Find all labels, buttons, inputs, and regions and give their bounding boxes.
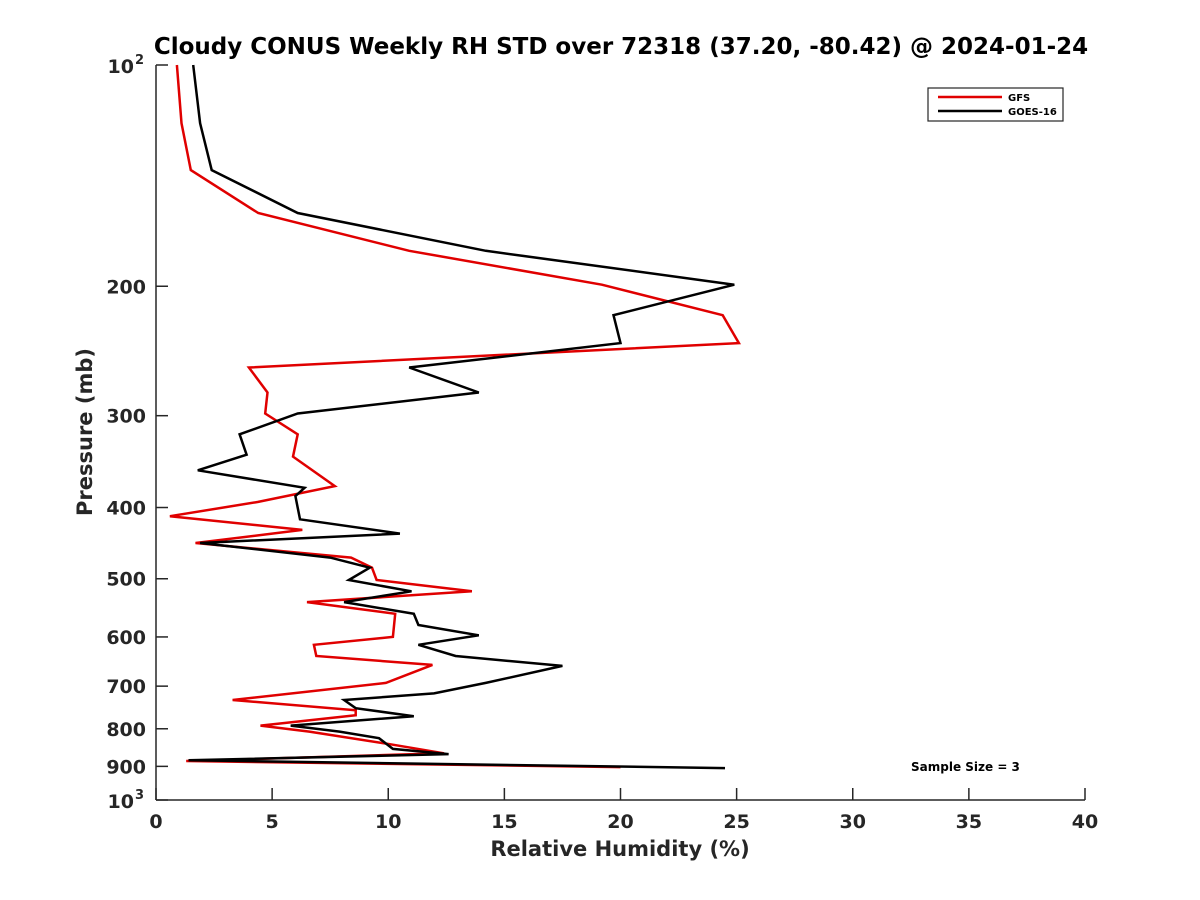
x-tick-label: 15 (491, 811, 517, 833)
x-tick-label: 25 (723, 811, 749, 833)
y-tick-label: 10 (108, 56, 134, 78)
x-axis-ticks: 0 5 10 15 20 25 30 35 40 (149, 788, 1098, 833)
y-tick-label: 300 (106, 406, 146, 428)
series-line-gfs (169, 64, 742, 769)
sample-size-annotation: Sample Size = 3 (911, 760, 1020, 774)
x-tick-label: 10 (375, 811, 401, 833)
y-axis-label: Pressure (mb) (73, 348, 97, 516)
x-axis-label: Relative Humidity (%) (490, 837, 749, 861)
series-line-goes16 (188, 64, 735, 770)
y-tick-label: 500 (106, 569, 146, 591)
x-tick-label: 20 (607, 811, 633, 833)
y-tick-label-exponent: 2 (135, 53, 144, 68)
y-tick-label: 10 (108, 791, 134, 813)
x-tick-label: 30 (840, 811, 866, 833)
y-tick-label: 900 (106, 756, 146, 778)
y-tick-label: 400 (106, 498, 146, 520)
y-tick-label: 600 (106, 627, 146, 649)
legend: GFS GOES-16 (927, 87, 1064, 122)
y-tick-label-exponent: 3 (135, 788, 144, 803)
legend-box (927, 87, 1064, 122)
legend-label-gfs: GFS (1008, 93, 1030, 104)
y-tick-label: 200 (106, 276, 146, 298)
x-tick-label: 0 (149, 811, 162, 833)
x-tick-label: 5 (266, 811, 279, 833)
plot-area (169, 64, 742, 770)
y-tick-label: 800 (106, 719, 146, 741)
x-tick-label: 40 (1072, 811, 1098, 833)
chart-title: Cloudy CONUS Weekly RH STD over 72318 (3… (154, 34, 1088, 60)
y-tick-label: 700 (106, 676, 146, 698)
x-tick-label: 35 (956, 811, 982, 833)
legend-label-goes16: GOES-16 (1008, 107, 1057, 118)
